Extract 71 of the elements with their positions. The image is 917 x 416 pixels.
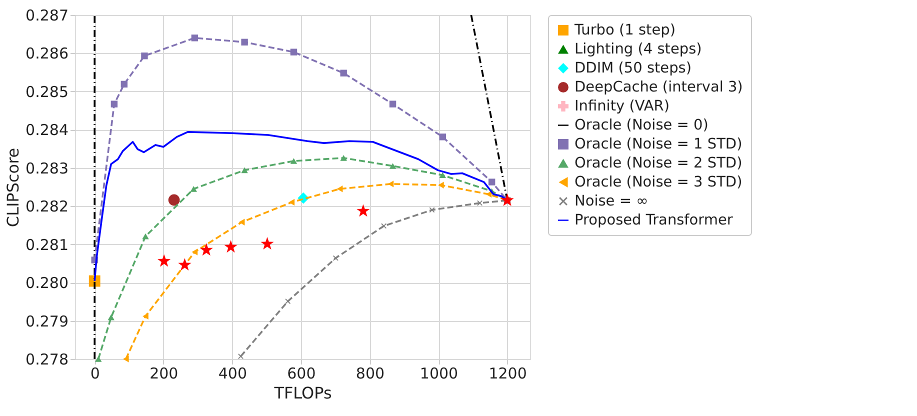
point [190, 186, 198, 192]
x-tick-label: 200 [150, 364, 178, 382]
y-tick-label: 0.284 [26, 121, 68, 140]
point [500, 193, 514, 206]
point [290, 158, 298, 164]
point [439, 134, 446, 140]
point [122, 356, 129, 362]
point [141, 52, 148, 60]
point [389, 100, 396, 108]
point [224, 240, 238, 253]
point [238, 354, 244, 360]
point [168, 194, 180, 206]
x-tick-label: 1200 [488, 364, 527, 382]
x-tick-label: 600 [287, 364, 316, 382]
point [288, 198, 295, 206]
point [429, 207, 435, 213]
point [389, 163, 396, 169]
point [108, 314, 114, 320]
legend-label: Lighting (4 steps) [574, 41, 702, 58]
x-tick-label: 0 [90, 364, 100, 382]
point [120, 80, 128, 88]
point [200, 243, 213, 256]
point [260, 237, 274, 250]
y-tick-label: 0.281 [26, 236, 68, 254]
y-axis-title: CLIPScore [4, 148, 23, 228]
point [178, 258, 192, 271]
point [142, 233, 149, 240]
legend-label: DeepCache (interval 3) [574, 79, 743, 96]
legend-label: Oracle (Noise = 0) [574, 117, 708, 134]
y-tick-label: 0.286 [26, 44, 68, 63]
point [438, 182, 444, 188]
point [241, 38, 248, 46]
point [95, 356, 102, 362]
y-tick-label: 0.278 [26, 350, 68, 368]
point [158, 254, 171, 267]
point [340, 70, 347, 76]
y-tick-label: 0.285 [26, 82, 68, 101]
point [238, 218, 245, 226]
point [290, 48, 298, 56]
legend-label: Oracle (Noise = 1 STD) [574, 136, 742, 152]
legend-label: Turbo (1 step) [574, 22, 676, 38]
point [388, 180, 394, 188]
point [191, 34, 198, 42]
y-tick-label: 0.280 [26, 274, 68, 292]
point [333, 255, 338, 261]
y-tick-label: 0.283 [26, 159, 68, 178]
y-tick-label: 0.279 [26, 312, 68, 330]
point [381, 223, 387, 229]
legend-label: DDIM (50 steps) [574, 60, 692, 76]
point [142, 312, 148, 320]
x-axis-title: TFLOPs [273, 384, 332, 402]
point [356, 204, 370, 217]
x-tick-label: 800 [356, 364, 385, 382]
point [488, 178, 496, 186]
point [439, 172, 446, 178]
point [336, 186, 343, 192]
point [285, 298, 291, 304]
x-tick-label: 1000 [420, 364, 458, 382]
legend-label: Proposed Transformer [574, 212, 733, 228]
legend-label: Oracle (Noise = 2 STD) [574, 155, 742, 172]
legend-label: Oracle (Noise = 3 STD) [574, 174, 742, 190]
legend-label: Noise = ∞ [574, 193, 648, 210]
x-tick-label: 400 [218, 364, 247, 382]
point [486, 190, 492, 198]
point [110, 100, 118, 108]
y-tick-label: 0.287 [26, 6, 68, 24]
point [241, 167, 248, 174]
point [340, 155, 347, 161]
legend-label: Infinity (VAR) [574, 98, 670, 114]
point [192, 248, 198, 256]
y-tick-label: 0.282 [26, 198, 68, 216]
